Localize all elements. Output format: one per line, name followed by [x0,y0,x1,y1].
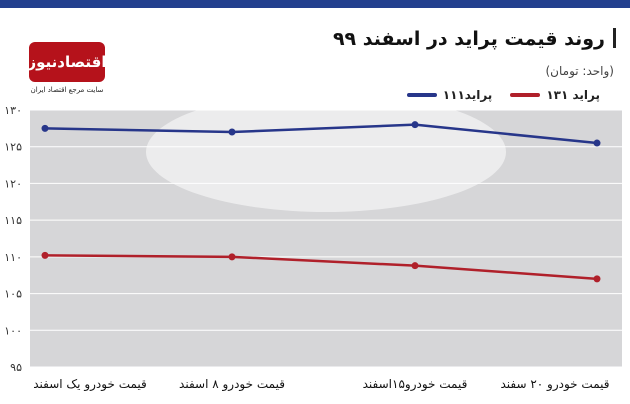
x-tick-label: قیمت خودرو ۸ اسفند [179,377,285,392]
series-111-point [593,139,601,147]
x-tick-label: قیمت خودرو یک اسفند [33,377,147,392]
legend-swatch-111 [406,93,437,97]
y-tick-label: ۱۱۵ [4,214,22,227]
chart-title: روند قیمت پراید در اسفند ۹۹ [333,28,616,50]
series-131-point [411,262,419,270]
y-tick-label: ۱۳۰ [4,104,22,117]
x-tick-label: قیمت خودرو۱۵اسفند [363,377,468,392]
legend-item-131: پراید ۱۳۱ [510,88,600,102]
legend-label-111: پراید۱۱۱ [442,88,493,102]
y-tick-label: ۱۲۵ [4,141,22,154]
series-111-point [41,124,49,132]
series-111-point [411,121,419,129]
brand-logo: اقتصادنیوز سایت مرجع اقتصاد ایران [23,42,111,100]
y-tick-label: ۱۰۵ [4,288,22,301]
legend-label-131: پراید ۱۳۱ [546,88,600,102]
series-131-point [228,253,236,261]
series-131-point [593,275,601,283]
y-tick-label: ۹۵ [10,361,22,374]
y-tick-label: ۱۰۰ [4,324,22,337]
y-tick-label: ۱۲۰ [4,177,22,190]
logo-tagline: سایت مرجع اقتصاد ایران [30,86,104,94]
legend-item-111: پراید۱۱۱ [406,88,493,102]
series-131-point [41,251,49,259]
series-111-line [44,123,598,145]
line-chart: ۹۵ ۱۰۰ ۱۰۵ ۱۱۰ ۱۱۵ ۱۲۰ ۱۲۵ ۱۳۰ قیمت خودرو یک اسف… [4,104,622,392]
chart-header: روند قیمت پراید در اسفند ۹۹ (واحد: تومان… [0,8,630,90]
chart-unit-label: (واحد: تومان) [545,64,614,78]
logo-mark: اقتصادنیوز [28,42,107,82]
top-accent-bar [0,0,630,8]
y-tick-label: ۱۱۰ [4,251,22,264]
chart-title-text: روند قیمت پراید در اسفند ۹۹ [332,28,605,50]
chart-legend: پراید ۱۳۱ پراید۱۱۱ [406,88,600,102]
series-131-line [44,254,598,281]
x-tick-label: قیمت خودرو ۲۰ سفند [500,377,609,392]
title-marker [613,28,616,48]
series-111-point [228,128,236,136]
legend-swatch-131 [510,93,541,97]
